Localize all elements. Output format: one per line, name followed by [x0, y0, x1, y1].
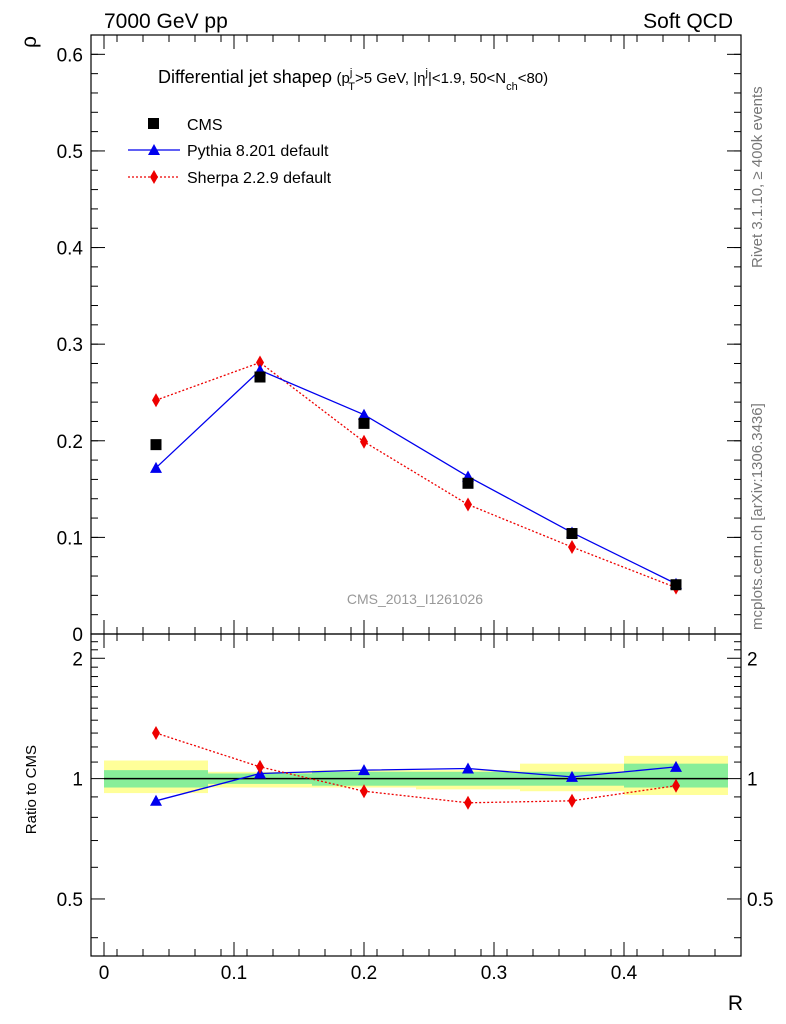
series-line-sherpa — [155, 361, 677, 589]
y-tick-label: 0 — [72, 625, 83, 646]
data-point-sherpa — [464, 497, 472, 512]
data-point-cms — [254, 371, 266, 383]
ratio-point-sherpa — [360, 784, 368, 799]
legend-label-cms: CMS — [187, 117, 223, 134]
legend-label-sherpa: Sherpa 2.2.9 default — [187, 170, 332, 187]
ratio-tick-label: 2 — [72, 649, 83, 670]
data-point-sherpa — [256, 355, 264, 370]
y-tick-label: 0.4 — [57, 239, 84, 260]
title-main: Differential jet shape — [158, 67, 322, 87]
ratio-point-pythia — [150, 794, 162, 806]
ratio-axis-label: Ratio to CMS — [23, 745, 40, 834]
y-tick-label: 0.5 — [57, 142, 83, 163]
x-tick-label: 0 — [99, 963, 110, 984]
ratio-point-sherpa — [152, 726, 160, 741]
ratio-point-sherpa — [464, 795, 472, 810]
mcplots-label: mcplots.cern.ch [arXiv:1306.3436] — [749, 403, 766, 630]
y-tick-label: 0.1 — [57, 528, 83, 549]
x-tick-label: 0.3 — [481, 963, 507, 984]
ratio-point-pythia — [670, 760, 682, 772]
title-pt-sub: T — [348, 81, 355, 93]
data-point-pythia — [150, 461, 162, 473]
x-tick-label: 0.1 — [221, 963, 247, 984]
ratio-point-pythia — [566, 770, 578, 782]
ratio-tick-label: 0.5 — [57, 890, 83, 911]
plot-title: Differential jet shapeρ (pj T>5 GeV, |ηj|… — [158, 67, 548, 93]
ratio-line-sherpa — [155, 732, 677, 804]
y-axis-label: ρ — [18, 36, 41, 48]
analysis-watermark: CMS_2013_I1261026 — [347, 591, 483, 607]
data-point-cms — [670, 579, 682, 591]
title-mid1: >5 GeV, |η — [355, 70, 425, 87]
legend-marker-cms — [148, 118, 159, 129]
x-axis-label: R — [728, 992, 743, 1015]
ratio-point-sherpa — [568, 793, 576, 808]
data-point-sherpa — [152, 393, 160, 408]
ratio-line-pythia — [155, 766, 677, 802]
data-point-cms — [150, 439, 162, 451]
ratio-plot-frame — [90, 633, 742, 957]
data-point-sherpa — [360, 434, 368, 449]
y-tick-label: 0.6 — [57, 45, 83, 66]
y-tick-label: 0.3 — [57, 335, 83, 356]
ratio-tick-label-right: 0.5 — [747, 890, 773, 911]
header-energy: 7000 GeV pp — [104, 10, 228, 33]
title-eta-sup: j — [425, 67, 428, 79]
title-rho: ρ — [322, 67, 332, 87]
title-mid2: |<1.9, 50<N — [428, 70, 506, 87]
legend-marker-sherpa — [150, 170, 158, 184]
y-tick-label: 0.2 — [57, 432, 83, 453]
x-tick-label: 0.4 — [611, 963, 638, 984]
data-point-sherpa — [568, 540, 576, 555]
ratio-point-pythia — [358, 764, 370, 776]
data-point-cms — [566, 528, 578, 540]
data-point-pythia — [358, 408, 370, 420]
series-line-pythia — [155, 369, 677, 585]
ratio-point-sherpa — [256, 759, 264, 774]
data-point-cms — [462, 477, 474, 489]
x-tick-label: 0.2 — [351, 963, 377, 984]
data-point-cms — [358, 417, 370, 429]
ratio-tick-label-right: 2 — [747, 649, 758, 670]
legend-marker-pythia — [148, 144, 160, 155]
ratio-point-sherpa — [672, 778, 680, 793]
title-nch-sub: ch — [506, 81, 518, 93]
ratio-point-pythia — [462, 762, 474, 774]
ratio-panel: 0 0.1 0.2 0.3 0.4 0.5 0.5 1 1 2 2 — [57, 634, 773, 984]
legend-label-pythia: Pythia 8.201 default — [187, 143, 329, 160]
title-close: <80) — [518, 70, 548, 87]
ratio-tick-label: 1 — [72, 770, 83, 791]
legend: CMS Pythia 8.201 default Sherpa 2.2.9 de… — [128, 117, 332, 187]
header-category: Soft QCD — [643, 10, 733, 33]
title-pt-sup: j — [349, 67, 352, 79]
title-open: (p — [336, 70, 349, 87]
ratio-tick-label-right: 1 — [747, 770, 758, 791]
main-panel: 0 0.1 0.2 0.3 0.4 0.5 0.6 — [57, 34, 741, 646]
rivet-label: Rivet 3.1.10, ≥ 400k events — [749, 86, 766, 268]
